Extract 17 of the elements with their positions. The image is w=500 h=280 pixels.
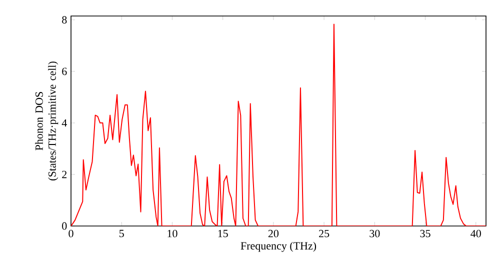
y-tick-label: 6: [62, 68, 67, 76]
x-tick-label: 40: [470, 230, 481, 238]
x-tick-label: 25: [319, 230, 330, 238]
x-tick-label: 10: [168, 230, 178, 238]
line-series: [71, 24, 486, 226]
y-tick-label: 4: [62, 119, 67, 127]
y-tick-label: 2: [62, 170, 67, 178]
x-tick-label: 0: [68, 230, 74, 238]
x-tick-label: 20: [268, 230, 279, 238]
y-tick-label: 8: [62, 16, 67, 24]
x-tick-label: 15: [218, 230, 228, 238]
x-tick-label: 5: [120, 230, 124, 238]
x-tick-label: 30: [370, 230, 380, 238]
x-tick-label: 35: [420, 230, 430, 238]
y-tick-label: 0: [62, 222, 67, 230]
x-axis-title: Frequency (THz): [240, 242, 316, 252]
y-axis-title: Phonon DOS (States/THz·primitive cell): [35, 62, 58, 180]
